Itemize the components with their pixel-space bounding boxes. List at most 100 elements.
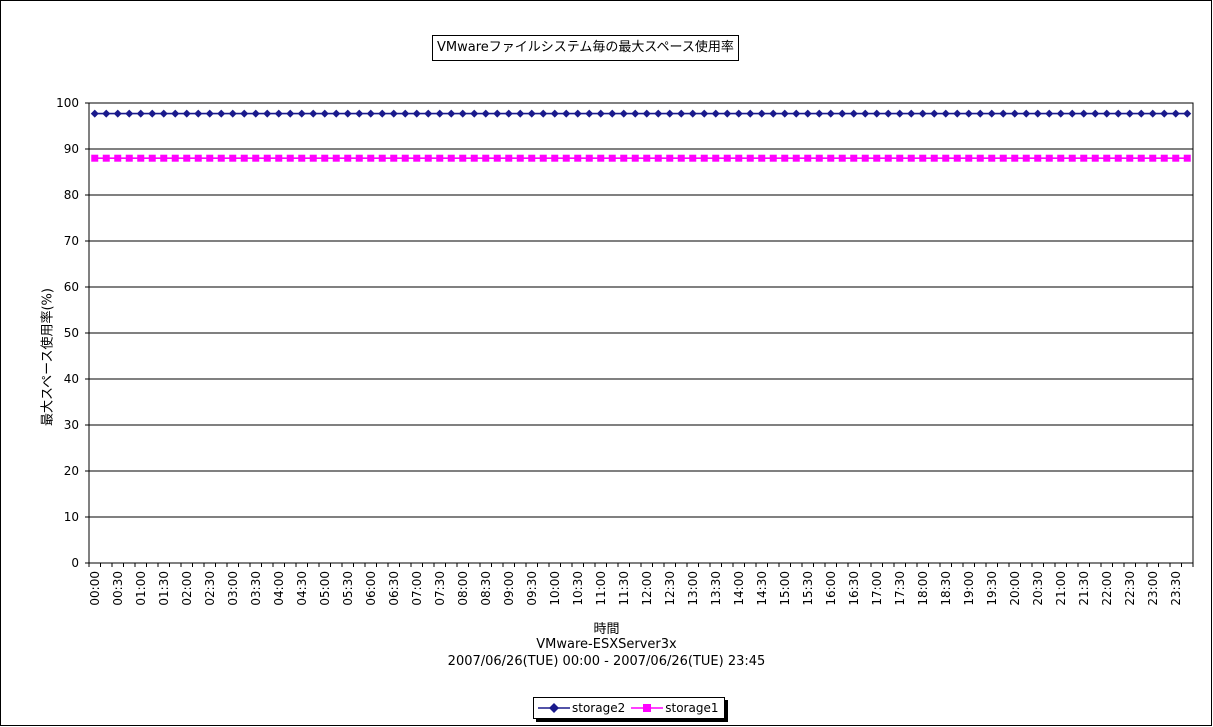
point-storage1 [91, 154, 99, 162]
x-tick-label-0430: 04:30 [295, 571, 309, 606]
point-storage1 [401, 154, 409, 162]
point-storage2 [539, 109, 548, 118]
point-storage2 [573, 109, 582, 118]
point-storage1 [884, 154, 892, 162]
point-storage2 [297, 109, 306, 118]
x-tick-label-0900: 09:00 [502, 571, 516, 606]
point-storage2 [412, 109, 421, 118]
point-storage2 [723, 109, 732, 118]
x-tick-label-0700: 07:00 [410, 571, 424, 606]
x-tick-label-1200: 12:00 [640, 571, 654, 606]
point-storage1 [574, 154, 582, 162]
point-storage2 [159, 109, 168, 118]
point-storage2 [930, 109, 939, 118]
point-storage1 [942, 154, 950, 162]
x-tick-label-1700: 17:00 [870, 571, 884, 606]
x-tick-label-1800: 18:00 [916, 571, 930, 606]
point-storage2 [999, 109, 1008, 118]
x-tick-label-0930: 09:30 [525, 571, 539, 606]
point-storage2 [769, 109, 778, 118]
x-tick-label-1030: 10:30 [571, 571, 585, 606]
y-tick-label-60: 60 [64, 280, 79, 294]
point-storage1 [1183, 154, 1191, 162]
point-storage2 [1056, 109, 1065, 118]
point-storage1 [643, 154, 651, 162]
point-storage1 [413, 154, 421, 162]
point-storage2 [550, 109, 559, 118]
x-tick-label-1830: 18:30 [939, 571, 953, 606]
point-storage1 [424, 154, 432, 162]
y-tick-label-30: 30 [64, 418, 79, 432]
point-storage1 [482, 154, 490, 162]
point-storage2 [815, 109, 824, 118]
point-storage2 [1033, 109, 1042, 118]
point-storage2 [688, 109, 697, 118]
point-storage2 [458, 109, 467, 118]
x-tick-label-1000: 10:00 [548, 571, 562, 606]
point-storage1 [850, 154, 858, 162]
point-storage1 [1103, 154, 1111, 162]
point-storage2 [826, 109, 835, 118]
x-tick-label-1300: 13:00 [686, 571, 700, 606]
x-tick-label-0730: 07:30 [433, 571, 447, 606]
point-storage2 [596, 109, 605, 118]
point-storage1 [263, 154, 271, 162]
point-storage2 [1102, 109, 1111, 118]
point-storage1 [102, 154, 110, 162]
point-storage2 [1148, 109, 1157, 118]
point-storage1 [1011, 154, 1019, 162]
point-storage2 [355, 109, 364, 118]
x-tick-label-1400: 14:00 [732, 571, 746, 606]
y-tick-label-10: 10 [64, 510, 79, 524]
point-storage1 [240, 154, 248, 162]
point-storage2 [654, 109, 663, 118]
point-storage2 [1114, 109, 1123, 118]
x-tick-label-1230: 12:30 [663, 571, 677, 606]
point-storage2 [343, 109, 352, 118]
point-storage1 [321, 154, 329, 162]
server-label: VMware-ESXServer3x [536, 637, 677, 652]
x-tick-label-2130: 21:30 [1077, 571, 1091, 606]
point-storage2 [872, 109, 881, 118]
point-storage1 [229, 154, 237, 162]
x-tick-label-0030: 00:30 [111, 571, 125, 606]
x-axis-label: 時間 [593, 622, 620, 637]
point-storage1 [183, 154, 191, 162]
point-storage2 [182, 109, 191, 118]
x-tick-label-1430: 14:30 [755, 571, 769, 606]
point-storage2 [1091, 109, 1100, 118]
point-storage2 [700, 109, 709, 118]
y-tick-label-70: 70 [64, 234, 79, 248]
point-storage2 [481, 109, 490, 118]
point-storage1 [654, 154, 662, 162]
x-tick-label-2300: 23:00 [1146, 571, 1160, 606]
point-storage1 [585, 154, 593, 162]
point-storage1 [896, 154, 904, 162]
point-storage1 [804, 154, 812, 162]
x-tick-label-1730: 17:30 [893, 571, 907, 606]
point-storage1 [712, 154, 720, 162]
date-range-label: 2007/06/26(TUE) 00:00 - 2007/06/26(TUE) … [447, 654, 766, 669]
legend-label-storage2: storage2 [572, 701, 626, 715]
point-storage1 [1137, 154, 1145, 162]
x-tick-label-2000: 20:00 [1008, 571, 1022, 606]
point-storage2 [527, 109, 536, 118]
point-storage2 [113, 109, 122, 118]
x-tick-label-2100: 21:00 [1054, 571, 1068, 606]
point-storage2 [148, 109, 157, 118]
point-storage2 [366, 109, 375, 118]
point-storage1 [551, 154, 559, 162]
point-storage2 [734, 109, 743, 118]
point-storage1 [1126, 154, 1134, 162]
point-storage2 [205, 109, 214, 118]
point-storage1 [677, 154, 685, 162]
x-tick-label-1900: 19:00 [962, 571, 976, 606]
point-storage2 [286, 109, 295, 118]
point-storage2 [516, 109, 525, 118]
x-tick-label-0330: 03:30 [249, 571, 263, 606]
x-tick-label-1630: 16:30 [847, 571, 861, 606]
point-storage2 [1079, 109, 1088, 118]
point-storage2 [1022, 109, 1031, 118]
point-storage1 [309, 154, 317, 162]
point-storage2 [493, 109, 502, 118]
